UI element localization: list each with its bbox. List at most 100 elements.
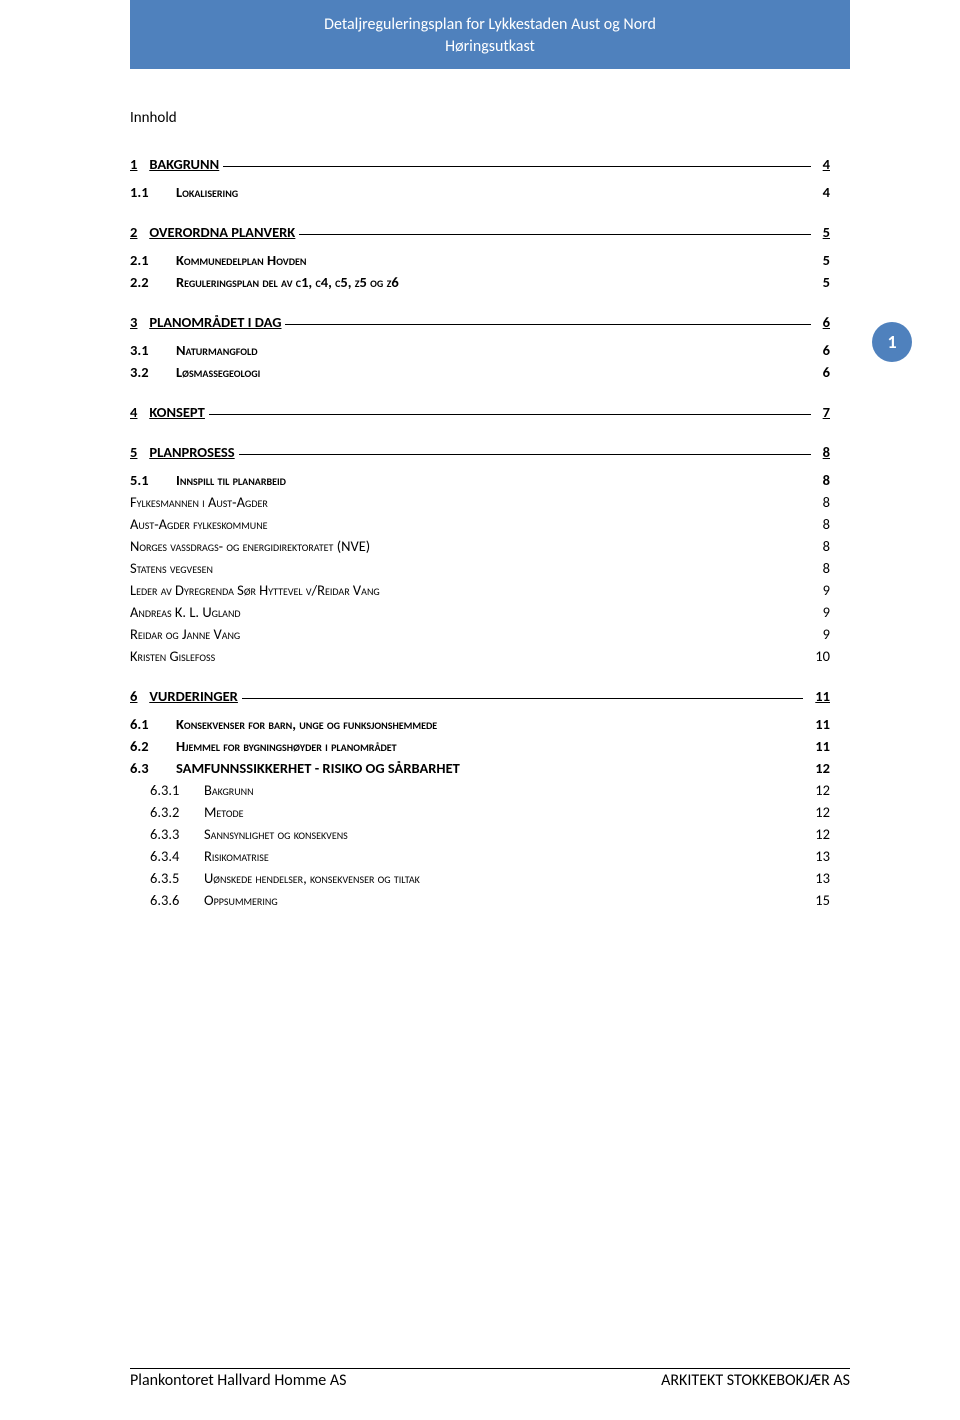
toc-entry-number: 6.3.2 [150,803,204,821]
toc-entry-label: PLANOMRÅDET I DAG [149,313,281,331]
toc-entry-label: Kristen Gislefoss [130,647,215,665]
toc-entry: Leder av Dyregrenda Sør Hyttevel v/Reida… [130,581,830,599]
toc-entry-page: 6 [823,341,830,359]
toc-entry: 6.1Konsekvenser for barn, unge og funksj… [130,715,830,733]
toc-entry-number: 4 [130,403,137,421]
toc-entry: 3.1Naturmangfold 6 [130,341,830,359]
toc-entry-page: 12 [815,759,830,777]
toc-list: 1BAKGRUNN41.1Lokalisering42OVERORDNA PLA… [130,155,830,909]
toc-entry-number: 1.1 [130,183,176,201]
toc-entry-number: 5 [130,443,137,461]
toc-entry: 1.1Lokalisering4 [130,183,830,201]
page-number: 1 [887,331,896,353]
toc-entry-page: 7 [823,403,830,421]
toc-entry-number: 2.1 [130,251,176,269]
toc-entry-page: 12 [815,803,830,821]
toc-entry-page: 5 [823,273,830,291]
toc-entry: Reidar og Janne Vang 9 [130,625,830,643]
toc-entry-page: 15 [815,891,830,909]
toc-entry-number: 6.1 [130,715,176,733]
toc-entry-number: 5.1 [130,471,176,489]
page-number-badge: 1 [872,322,912,362]
toc-entry: 3PLANOMRÅDET I DAG6 [130,313,830,331]
toc-entry-page: 8 [823,443,830,461]
toc-entry-page: 9 [823,625,830,643]
header-title-line2: Høringsutkast [170,36,810,58]
toc-entry-leader [209,414,811,415]
toc-entry: Norges vassdrags- og energidirektoratet … [130,537,830,555]
toc-entry-number: 1 [130,155,137,173]
toc-entry-label: Statens vegvesen [130,559,213,577]
toc-entry-page: 5 [823,251,830,269]
footer-right: ARKITEKT STOKKEBOKJÆR AS [661,1371,850,1390]
toc-entry-leader [239,454,811,455]
toc-entry-page: 4 [823,155,830,173]
toc-entry-page: 8 [823,515,830,533]
toc-entry-label: Metode [204,803,244,821]
toc-entry-label: Løsmassegeologi [176,363,260,381]
toc-entry-label: Sannsynlighet og konsekvens [204,825,348,843]
toc-entry-page: 8 [823,537,830,555]
toc-entry: 6.3.5Uønskede hendelser, konsekvenser og… [130,869,830,887]
toc-entry: 5.1Innspill til planarbeid8 [130,471,830,489]
toc-entry-label: Leder av Dyregrenda Sør Hyttevel v/Reida… [130,581,380,599]
toc-entry: 6.3.1Bakgrunn12 [130,781,830,799]
toc-entry-page: 6 [823,363,830,381]
toc-entry-number: 6.3.6 [150,891,204,909]
toc-entry-page: 10 [815,647,830,665]
toc-entry: 2.2Reguleringsplan del av c1, c4, c5, z5… [130,273,830,291]
toc-entry-page: 9 [823,603,830,621]
toc-entry-label: SAMFUNNSSIKKERHET - RISIKO OG SÅRBARHET [176,759,460,777]
toc-entry-number: 6.3 [130,759,176,777]
toc-entry-label: Risikomatrise [204,847,269,865]
toc-entry: 6.2Hjemmel for bygningshøyder i planområ… [130,737,830,755]
toc-entry-label: Oppsummering [204,891,278,909]
toc-entry-label: VURDERINGER [149,687,237,705]
toc-entry-page: 12 [815,781,830,799]
toc-entry: 3.2Løsmassegeologi 6 [130,363,830,381]
toc-heading: Innhold [130,109,830,127]
toc-entry-leader [285,324,810,325]
toc-entry: Aust-Agder fylkeskommune 8 [130,515,830,533]
toc-entry-page: 9 [823,581,830,599]
toc-entry-label: PLANPROSESS [149,443,234,461]
toc-entry-page: 8 [823,493,830,511]
toc-entry-label: Reguleringsplan del av c1, c4, c5, z5 og… [176,273,399,291]
toc-entry-number: 6.3.4 [150,847,204,865]
toc-entry-label: Reidar og Janne Vang [130,625,240,643]
toc-entry-number: 6.3.3 [150,825,204,843]
toc-entry-page: 13 [815,847,830,865]
toc-entry: 5 PLANPROSESS 8 [130,443,830,461]
toc-entry-page: 13 [815,869,830,887]
footer-left: Plankontoret Hallvard Homme AS [130,1371,346,1390]
toc-entry-label: Naturmangfold [176,341,258,359]
toc-entry: Fylkesmannen i Aust-Agder 8 [130,493,830,511]
toc-entry-number: 6 [130,687,137,705]
toc-entry-number: 2 [130,223,137,241]
toc-entry: 2.1Kommunedelplan Hovden 5 [130,251,830,269]
toc-entry: Statens vegvesen 8 [130,559,830,577]
content-area: Innhold 1BAKGRUNN41.1Lokalisering42OVERO… [0,69,960,909]
toc-entry-label: Andreas K. L. Ugland [130,603,241,621]
toc-entry-label: Innspill til planarbeid [176,471,286,489]
toc-entry-leader [242,698,803,699]
toc-entry-number: 3 [130,313,137,331]
toc-entry-label: Fylkesmannen i Aust-Agder [130,493,268,511]
toc-entry: 6.3.4Risikomatrise 13 [130,847,830,865]
toc-entry-leader [299,234,810,235]
document-header: Detaljreguleringsplan for Lykkestaden Au… [130,0,850,69]
toc-entry: 6VURDERINGER11 [130,687,830,705]
page-footer: Plankontoret Hallvard Homme AS ARKITEKT … [130,1368,850,1390]
toc-entry-number: 6.3.5 [150,869,204,887]
toc-entry: 2OVERORDNA PLANVERK5 [130,223,830,241]
toc-entry-page: 11 [815,715,830,733]
toc-entry-label: Kommunedelplan Hovden [176,251,306,269]
toc-entry-number: 6.2 [130,737,176,755]
toc-entry-number: 3.1 [130,341,176,359]
toc-entry: 6.3SAMFUNNSSIKKERHET - RISIKO OG SÅRBARH… [130,759,830,777]
toc-entry-page: 8 [823,559,830,577]
toc-entry-label: Norges vassdrags- og energidirektoratet … [130,537,370,555]
toc-entry-label: Aust-Agder fylkeskommune [130,515,268,533]
toc-entry-page: 4 [823,183,830,201]
toc-entry-number: 3.2 [130,363,176,381]
